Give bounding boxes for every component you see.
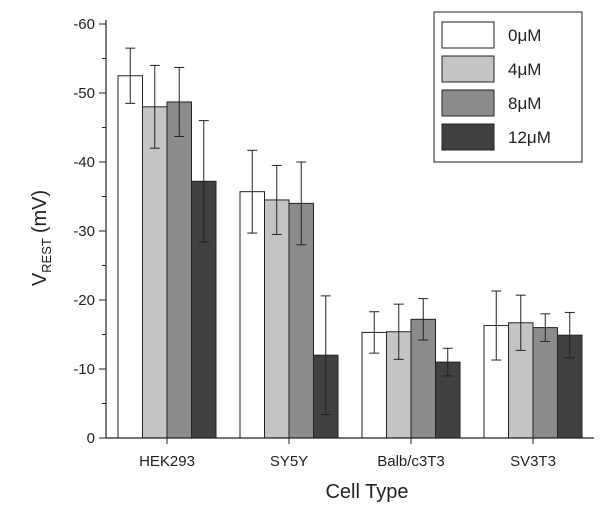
bar	[142, 106, 168, 439]
legend-swatch	[441, 123, 495, 151]
bar	[264, 199, 290, 439]
x-axis-title: Cell Type	[325, 481, 408, 503]
legend-swatch	[441, 21, 495, 49]
y-tick-label: -50	[73, 85, 95, 102]
y-tick-label: -60	[73, 16, 95, 33]
legend-label: 4μM	[508, 60, 541, 79]
y-tick-label: -30	[73, 223, 95, 240]
x-tick-label: SY5Y	[270, 453, 308, 470]
y-axis-title: VREST (mV)	[29, 190, 54, 286]
bar	[557, 334, 583, 439]
legend-label: 0μM	[508, 26, 541, 45]
x-tick-label: Balb/c3T3	[377, 453, 445, 470]
bars-layer	[117, 47, 583, 439]
y-tick-label: -40	[73, 154, 95, 171]
x-tick-label: SV3T3	[510, 453, 556, 470]
bar	[532, 327, 558, 439]
y-axis-title-sub: REST	[39, 238, 54, 273]
bar	[166, 101, 192, 439]
y-axis-title-main: V	[29, 272, 51, 286]
legend-swatch	[441, 55, 495, 83]
x-tick-label: HEK293	[139, 453, 195, 470]
bar	[117, 75, 143, 439]
legend: 0μM 4μM 8μM 12μM	[433, 11, 583, 163]
y-tick-label: -10	[73, 361, 95, 378]
axes-layer: HEK293 SY5Y Balb/c3T3 SV3T3 0 -10 -20 -30 -40 -50…	[73, 16, 594, 470]
legend-swatch	[441, 89, 495, 117]
legend-label: 8μM	[508, 94, 541, 113]
y-axis-title-unit: (mV)	[29, 190, 51, 233]
y-tick-label: -20	[73, 292, 95, 309]
y-tick-label: 0	[87, 430, 95, 447]
legend-label: 12μM	[508, 128, 551, 147]
